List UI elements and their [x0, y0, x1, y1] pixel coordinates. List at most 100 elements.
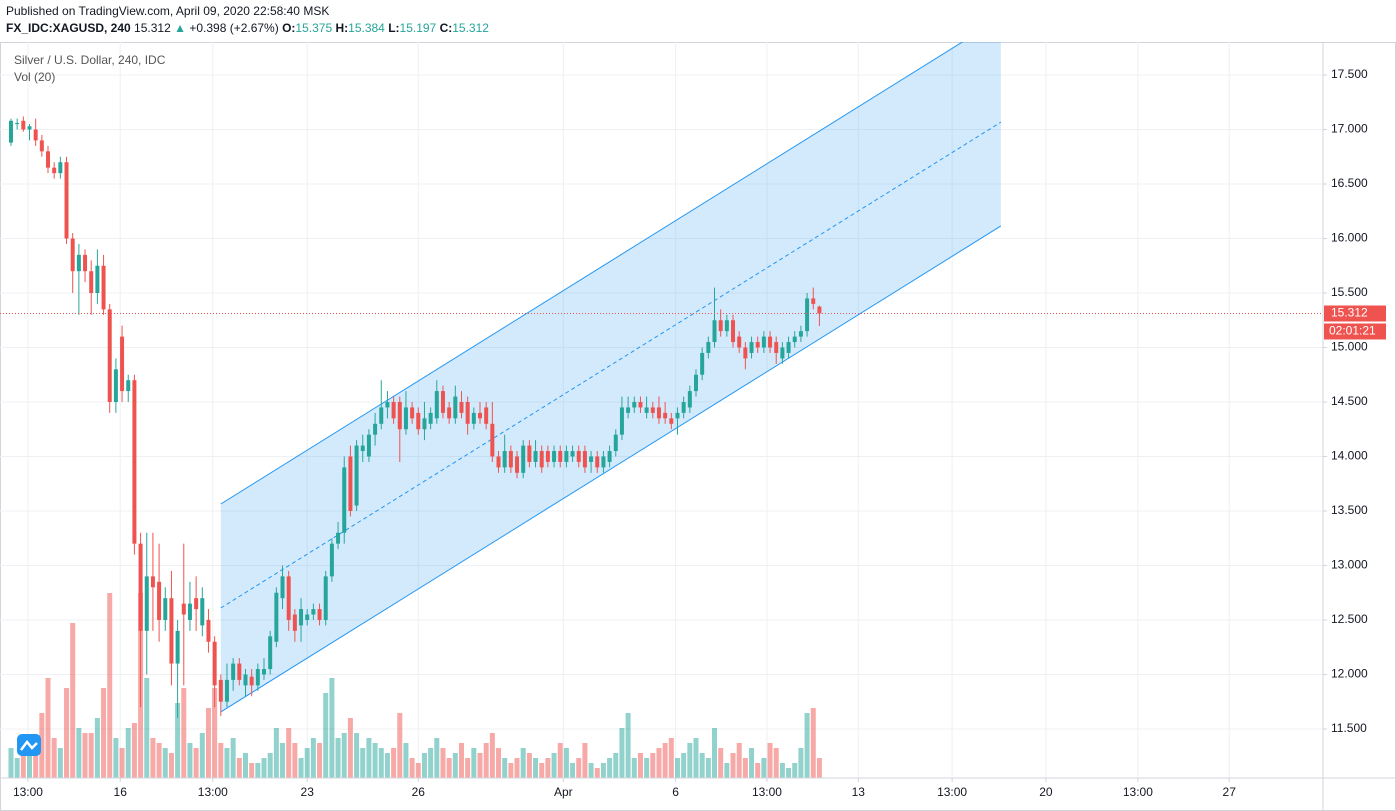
volume-bar — [631, 758, 637, 778]
candle-body — [132, 380, 137, 544]
volume-bar — [298, 758, 304, 778]
volume-bar — [347, 718, 353, 778]
volume-bar — [650, 753, 656, 778]
volume-bar — [249, 763, 255, 778]
volume-bar — [421, 753, 427, 778]
candle-body — [792, 336, 797, 343]
y-tick-label: 12.500 — [1331, 612, 1368, 626]
volume-bar — [767, 743, 773, 778]
volume-bar — [687, 743, 693, 778]
volume-bar — [113, 738, 119, 778]
volume-bar — [267, 753, 273, 778]
y-tick-label: 15.500 — [1331, 285, 1368, 299]
volume-bar — [131, 723, 137, 778]
volume-bar — [749, 748, 755, 778]
volume-bar — [304, 748, 310, 778]
volume-bar — [218, 743, 224, 778]
volume-bar — [415, 763, 421, 778]
high-value: 15.384 — [348, 21, 385, 35]
volume-bar — [45, 678, 51, 778]
last-price-box — [1324, 305, 1386, 322]
close-value: 15.312 — [452, 21, 489, 35]
volume-bar — [292, 743, 298, 778]
candle-body — [169, 598, 174, 664]
candle-body — [669, 418, 674, 424]
volume-bar — [273, 728, 279, 778]
volume-bar — [372, 743, 378, 778]
indicator-label: Vol (20) — [14, 70, 55, 84]
volume-bar — [551, 753, 557, 778]
candle-body — [755, 342, 760, 348]
volume-bar — [662, 743, 668, 778]
volume-bar — [576, 758, 582, 778]
symbol-line: FX_IDC:XAGUSD, 240 15.312 ▲ +0.398 (+2.6… — [6, 20, 489, 37]
candle-body — [589, 456, 594, 462]
candle-body — [416, 412, 421, 430]
candle-body — [434, 391, 439, 419]
volume-bar — [181, 688, 187, 778]
candle-body — [212, 641, 217, 686]
x-tick-label: 16 — [114, 785, 128, 799]
volume-bar — [730, 753, 736, 778]
volume-bar — [446, 758, 452, 778]
volume-bar — [786, 768, 792, 778]
countdown-box — [1324, 323, 1386, 340]
volume-bar — [471, 748, 477, 778]
volume-bar — [125, 728, 131, 778]
candle-body — [299, 609, 304, 626]
y-tick-label: 11.500 — [1331, 721, 1367, 735]
frame — [0, 42, 1396, 811]
volume-bar — [570, 763, 576, 778]
candle-body — [76, 254, 81, 272]
current-price: 15.312 — [134, 21, 171, 35]
volume-bar — [366, 738, 372, 778]
candle-body — [638, 401, 643, 408]
candle-body — [292, 614, 297, 631]
y-tick-label: 14.000 — [1331, 449, 1368, 463]
candle-body — [274, 592, 279, 642]
volume-bar — [779, 763, 785, 778]
volume-bar — [545, 758, 551, 778]
candle-body — [95, 265, 100, 294]
header: Published on TradingView.com, April 09, … — [6, 3, 489, 37]
volume-bar — [674, 758, 680, 778]
volume-bar — [458, 743, 464, 778]
y-tick-label: 17.500 — [1331, 67, 1368, 81]
volume-bar — [699, 753, 705, 778]
volume-bar — [107, 593, 113, 778]
volume-bar — [773, 748, 779, 778]
x-tick-label: 6 — [672, 785, 679, 799]
volume-bar — [600, 763, 606, 778]
volume-bar — [14, 758, 20, 778]
volume-bar — [360, 748, 366, 778]
candle-body — [305, 614, 310, 620]
volume-bar — [384, 753, 390, 778]
volume-bar — [57, 748, 63, 778]
candle-body — [539, 451, 544, 468]
volume-bar — [119, 748, 125, 778]
volume-bar — [724, 763, 730, 778]
change: +0.398 (+2.67%) — [189, 21, 279, 35]
y-tick-label: 17.000 — [1331, 122, 1368, 136]
x-tick-label: 27 — [1223, 785, 1237, 799]
volume-bar — [94, 718, 100, 778]
candle-body — [157, 581, 162, 620]
volume-bar — [378, 748, 384, 778]
volume-bar — [335, 738, 341, 778]
volume-bar — [409, 758, 415, 778]
candle-body — [138, 543, 143, 631]
candle-body — [422, 418, 427, 430]
candle-body — [150, 576, 155, 588]
volume-bar — [286, 728, 292, 778]
volume-bar — [465, 758, 471, 778]
candle-body — [558, 451, 563, 462]
candle-body — [237, 663, 242, 680]
candle-body — [626, 407, 631, 413]
candle-body — [348, 456, 353, 511]
volume-bar — [175, 703, 181, 778]
volume-bar — [101, 688, 107, 778]
candle-body — [749, 342, 754, 353]
candle-body — [465, 401, 470, 424]
candle-body — [268, 636, 273, 670]
